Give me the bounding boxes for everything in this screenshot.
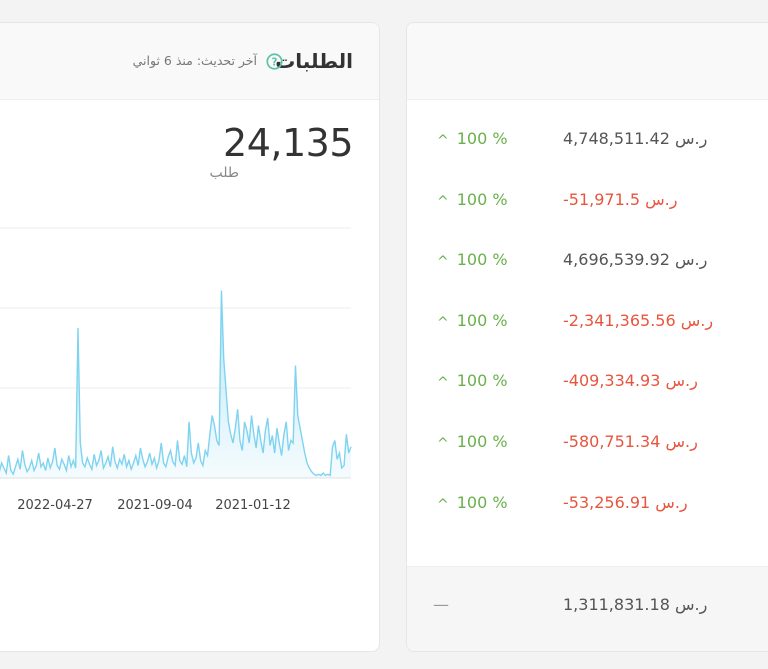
summary-row: ^ 100 % -409,334.93 ر.س [407, 371, 768, 431]
last-update-text: آخر تحديث: منذ 6 ثواني [132, 53, 257, 68]
summary-row-change-value: 100 % [456, 371, 508, 391]
summary-row: ^ 100 % -2,341,365.56 ر.س [407, 311, 768, 371]
chart-x-tick-label: 2021-01-12 [215, 498, 291, 513]
orders-card-header: الطلبات ? آخر تحديث: منذ 6 ثواني [0, 23, 379, 100]
summary-row: ^ 100 % -53,256.91 ر.س [407, 493, 768, 553]
chevron-up-icon: ^ [437, 133, 449, 149]
chevron-up-icon: ^ [437, 193, 449, 210]
summary-row-amount: -409,334.93 ر.س [563, 371, 698, 391]
summary-card-header [407, 23, 768, 100]
summary-row-amount: -2,341,365.56 ر.س [563, 310, 714, 330]
chart-x-tick-label: 2021-09-04 [117, 498, 193, 513]
summary-row-change: ^ 100 % [437, 432, 508, 452]
question-circle-icon[interactable]: ? [266, 53, 283, 70]
summary-row: ^ 100 % -51,971.5 ر.س [407, 190, 768, 250]
summary-footer: — 1,311,831.18 ر.س [407, 566, 768, 651]
summary-row: ^ 100 % 4,748,511.42 ر.س [407, 129, 768, 189]
summary-row-amount: 4,696,539.92 ر.س [563, 250, 708, 270]
summary-row-change: ^ 100 % [437, 310, 508, 331]
summary-row-amount: 4,748,511.42 ر.س [563, 129, 708, 148]
summary-row-change-value: 100 % [456, 250, 508, 270]
chevron-up-icon: ^ [437, 314, 449, 331]
orders-chart: 2022-04-27 2021-09-04 2021-01-12 [0, 227, 352, 513]
summary-row-change-value: 100 % [456, 129, 508, 148]
summary-row-change: ^ 100 % [437, 492, 508, 513]
orders-total-unit: طلب [209, 165, 239, 181]
orders-card: الطلبات ? آخر تحديث: منذ 6 ثواني 24,135 … [0, 22, 380, 652]
footer-total-amount: 1,311,831.18 ر.س [563, 595, 708, 614]
chevron-up-icon: ^ [437, 496, 449, 513]
chart-area-fill [0, 290, 351, 478]
summary-row-amount: -53,256.91 ر.س [563, 492, 688, 512]
summary-row-change-value: 100 % [456, 310, 508, 330]
chart-x-tick-label: 2022-04-27 [17, 498, 93, 513]
summary-row-change: ^ 100 % [437, 371, 508, 392]
summary-row: ^ 100 % 4,696,539.92 ر.س [407, 250, 768, 310]
summary-row-change: ^ 100 % [437, 250, 508, 271]
summary-row-change-value: 100 % [456, 189, 508, 209]
summary-row-change-value: 100 % [456, 492, 508, 512]
chevron-up-icon: ^ [437, 436, 449, 452]
summary-row: ^ 100 % -580,751.34 ر.س [407, 432, 768, 492]
summary-row-amount: -51,971.5 ر.س [563, 189, 678, 209]
footer-change-dash: — [433, 595, 449, 614]
orders-title: الطلبات [275, 49, 353, 73]
chevron-up-icon: ^ [437, 254, 449, 271]
orders-total-value: 24,135 [223, 121, 353, 165]
chart-series-line [0, 290, 352, 477]
summary-card: ^ 100 % 4,748,511.42 ر.س ^ 100 % -51,971.5 ر.… [406, 22, 768, 652]
chevron-up-icon: ^ [437, 375, 449, 392]
summary-row-change: ^ 100 % [437, 129, 508, 149]
summary-row-amount: -580,751.34 ر.س [563, 432, 698, 451]
svg-text:?: ? [272, 57, 278, 68]
summary-row-change: ^ 100 % [437, 189, 508, 210]
summary-row-change-value: 100 % [456, 432, 508, 451]
